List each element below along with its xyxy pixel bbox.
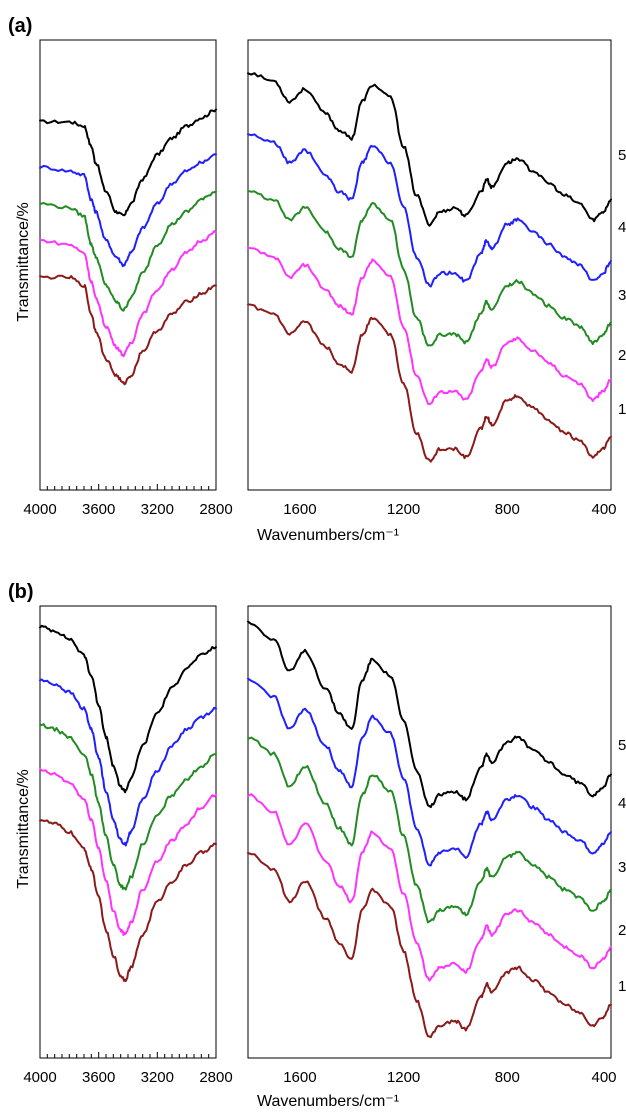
panel-a-series-label-1: 1 <box>618 401 626 418</box>
panel-b-tick-1600: 1600 <box>283 1069 316 1086</box>
panel-b-series-4-left-line <box>39 678 217 847</box>
panel-a-right-curves <box>247 72 612 463</box>
panel-b-series-4-right-line <box>247 677 612 867</box>
panel-a-series-1-right-line <box>247 303 612 463</box>
panel-a-series-1-left-line <box>39 274 217 386</box>
panel-a-tick-3200: 3200 <box>141 501 174 518</box>
panel-a-tick-1600: 1600 <box>283 501 316 518</box>
panel-a-series-3-left-line <box>39 190 217 312</box>
panel-b-tick-3600: 3600 <box>82 1069 115 1086</box>
panel-a-series-5-right-line <box>247 72 612 227</box>
panel-a-tick-400: 400 <box>591 501 616 518</box>
panel-a-left-minor-ticks <box>39 484 217 490</box>
panel-b-tick-800: 800 <box>495 1069 520 1086</box>
panel-b-tick-2800: 2800 <box>199 1069 232 1086</box>
panel-b-series-3-right-line <box>247 736 612 924</box>
panel-b-tick-3200: 3200 <box>141 1069 174 1086</box>
panel-b-left-curves <box>39 624 217 982</box>
panel-a-xlabel: Wavenumbers/cm⁻¹ <box>257 527 399 544</box>
panel-a: (a) Transmittance/% 4000 3600 3200 2800 … <box>8 15 626 544</box>
panel-b-right-curves <box>247 620 612 1039</box>
panel-b-series-3-left-line <box>39 723 217 891</box>
panel-a-series-2-right-line <box>247 246 612 406</box>
panel-b-tick-400: 400 <box>591 1069 616 1086</box>
panel-b-right-frame <box>247 605 612 1059</box>
panel-b-series-label-3: 3 <box>618 859 626 876</box>
panel-b-series-label-5: 5 <box>618 737 626 754</box>
panel-b-series-1-right-line <box>247 851 612 1039</box>
panel-a-ylabel: Transmittance/% <box>15 202 32 321</box>
panel-b-series-5-left-line <box>39 624 217 794</box>
panel-a-label: (a) <box>8 15 32 37</box>
panel-a-series-label-3: 3 <box>618 287 626 304</box>
panel-a-tick-1200: 1200 <box>387 501 420 518</box>
panel-b-tick-4000: 4000 <box>23 1069 56 1086</box>
panel-b-xlabel: Wavenumbers/cm⁻¹ <box>257 1093 399 1110</box>
panel-a-series-label-4: 4 <box>618 219 626 236</box>
panel-a-tick-3600: 3600 <box>82 501 115 518</box>
panel-b-left-minor-ticks <box>39 1052 217 1058</box>
panel-a-series-4-right-line <box>247 133 612 288</box>
panel-a-left-frame <box>39 39 217 491</box>
panel-a-series-label-5: 5 <box>618 147 626 164</box>
panel-b-tick-1200: 1200 <box>387 1069 420 1086</box>
panel-b: (b) Transmittance/% 4000 3600 3200 2800 … <box>8 581 626 1110</box>
panel-b-series-1-left-line <box>39 819 217 982</box>
panel-a-series-5-left-line <box>39 108 217 217</box>
panel-a-tick-800: 800 <box>495 501 520 518</box>
panel-a-series-2-left-line <box>39 230 217 358</box>
panel-a-tick-2800: 2800 <box>199 501 232 518</box>
panel-b-series-2-left-line <box>39 768 217 936</box>
panel-b-series-5-right-line <box>247 620 612 809</box>
panel-b-series-label-1: 1 <box>618 978 626 995</box>
panel-a-series-3-right-line <box>247 189 612 347</box>
panel-a-left-curves <box>39 108 217 386</box>
panel-b-series-2-right-line <box>247 793 612 982</box>
panel-b-ylabel: Transmittance/% <box>15 769 32 888</box>
panel-b-series-label-4: 4 <box>618 795 626 812</box>
panel-b-series-label-2: 2 <box>618 922 626 939</box>
panel-b-label: (b) <box>8 581 34 603</box>
panel-a-tick-4000: 4000 <box>23 501 56 518</box>
panel-a-right-frame <box>247 39 612 491</box>
panel-a-series-4-left-line <box>39 153 217 268</box>
panel-a-series-label-2: 2 <box>618 347 626 364</box>
